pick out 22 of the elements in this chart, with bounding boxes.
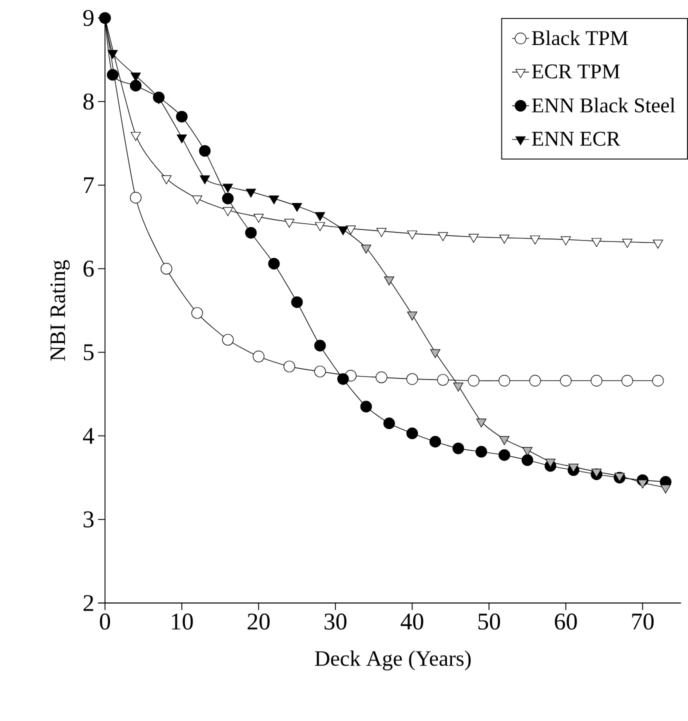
legend-label: ENN Black Steel xyxy=(532,98,676,112)
x-tick-label: 20 xyxy=(248,614,270,630)
y-tick-label: 4 xyxy=(82,428,94,444)
x-tick-label: 30 xyxy=(324,614,346,630)
x-axis-title: Deck Age (Years) xyxy=(315,650,471,670)
legend-label: ENN ECR xyxy=(532,132,620,146)
x-tick-label: 0 xyxy=(100,614,110,630)
y-tick-label: 3 xyxy=(84,511,94,528)
legend-label: ECR TPM xyxy=(532,64,620,78)
x-tick-label: 70 xyxy=(632,614,654,630)
y-tick-label: 2 xyxy=(84,595,94,611)
x-tick-label: 10 xyxy=(172,614,193,630)
y-tick-label: 8 xyxy=(83,94,94,110)
y-axis-title: NBI Rating xyxy=(50,260,70,361)
x-tick-label: 40 xyxy=(400,614,424,630)
x-tick-label: 60 xyxy=(554,614,577,630)
x-tick-label: 50 xyxy=(478,614,500,630)
y-tick-label: 5 xyxy=(84,344,94,360)
legend-label: Black TPM xyxy=(532,30,628,46)
y-tick-label: 9 xyxy=(83,10,94,26)
y-tick-label: 7 xyxy=(84,177,94,193)
y-tick-label: 6 xyxy=(84,260,94,277)
